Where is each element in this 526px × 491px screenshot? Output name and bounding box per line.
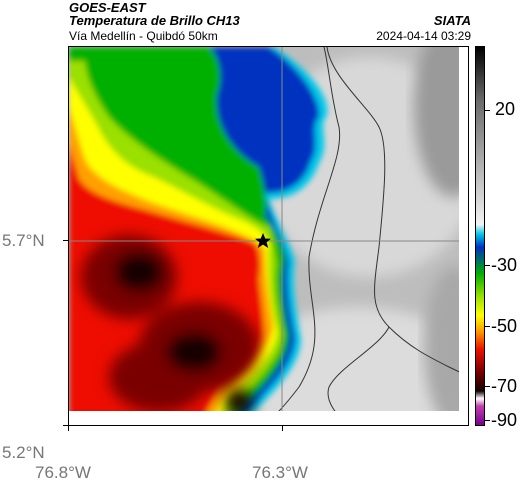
colorbar-tick [485,326,490,327]
colorbar-label: -50 [491,316,518,336]
colorbar [475,46,485,426]
lat-tick [63,240,68,241]
satellite-map[interactable] [68,46,469,426]
colorbar-label: -90 [491,410,518,430]
lon-label: 76.3°W [252,463,308,482]
brightness-temperature-field [69,47,468,425]
colorbar-label: 20 [495,99,516,119]
source-label: SIATA [433,13,471,28]
lon-tick [282,426,283,431]
map-subtitle: Vía Medellín - Quibdó 50km [69,29,218,43]
lon-tick [68,426,69,431]
colorbar-label: -30 [491,255,518,275]
colorbar-tick [485,386,490,387]
colorbar-tick [485,420,490,421]
lat-label: 5.7°N [2,231,45,250]
title-line1: GOES-EAST [69,0,146,15]
title-line2: Temperatura de Brillo CH13 [69,13,240,28]
colorbar-tick [485,265,490,266]
lat-tick [63,425,68,426]
star-icon [255,233,271,248]
colorbar-label: -70 [491,376,518,396]
lon-label: 76.8°W [35,463,91,482]
timestamp: 2024-04-14 03:29 [376,29,471,43]
colorbar-tick [485,110,490,111]
lat-label: 5.2°N [2,443,45,462]
